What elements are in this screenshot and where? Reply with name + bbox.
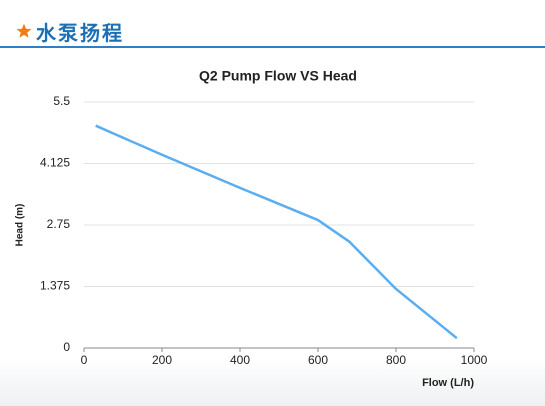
y-tick-label: 1.375 (40, 279, 70, 293)
chart-title: Q2 Pump Flow VS Head (199, 68, 357, 84)
y-tick-label: 4.125 (40, 156, 70, 170)
x-tick-label: 400 (230, 353, 250, 367)
x-tick-label: 200 (152, 353, 172, 367)
y-tick-label: 5.5 (53, 94, 70, 108)
y-tick-label: 2.75 (47, 217, 71, 231)
y-axis-label: Head (m) (15, 204, 26, 247)
x-tick-label: 0 (81, 353, 88, 367)
y-tick-label: 0 (63, 340, 70, 354)
x-axis-label: Flow (L/h) (422, 377, 474, 389)
header-title: 水泵扬程 (36, 20, 124, 45)
header-rule (0, 46, 545, 48)
header: 水泵扬程 (16, 16, 124, 46)
chart: Q2 Pump Flow VS Head Head (m) Flow (L/h)… (15, 68, 488, 389)
star-icon (16, 23, 32, 38)
x-tick-label: 800 (386, 353, 406, 367)
x-tick-label: 600 (308, 353, 328, 367)
x-tick-label: 1000 (461, 353, 488, 367)
data-line (95, 124, 458, 340)
